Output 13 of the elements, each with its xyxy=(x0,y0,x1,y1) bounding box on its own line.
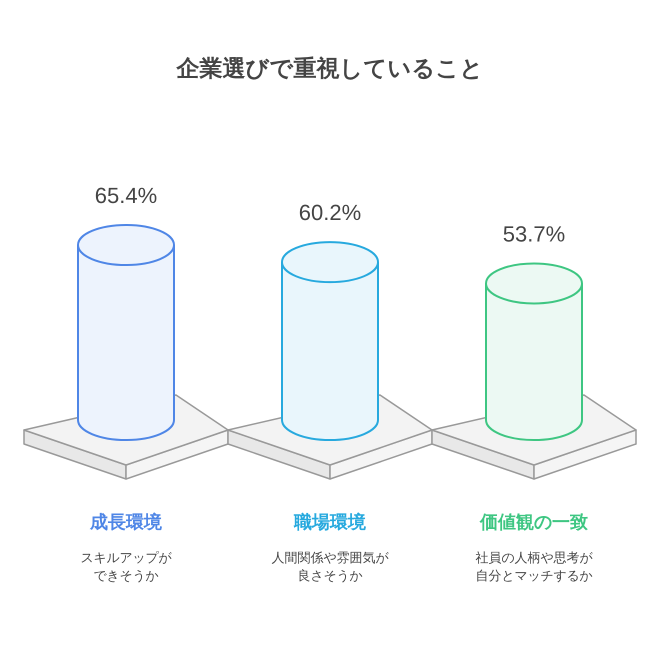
data-label: 65.4% xyxy=(94,183,158,208)
text: スキルアップが xyxy=(80,550,172,565)
text: 自分とマッチするか xyxy=(476,568,592,583)
text: できそうか xyxy=(94,568,158,583)
x-tick-label: 成長環境 xyxy=(89,512,162,532)
data-label: 60.2% xyxy=(298,200,362,226)
x-tick-label: 職場環境 xyxy=(293,512,366,532)
text: 良さそうか xyxy=(298,568,362,583)
data-label: 53.7% xyxy=(502,221,566,246)
text: 社員の人柄や思考が xyxy=(476,550,594,565)
text: 人間関係や雰囲気が xyxy=(272,550,390,565)
chart-title: 企業選びで重視していること xyxy=(176,55,484,81)
x-tick-label: 価値観の一致 xyxy=(479,512,588,532)
